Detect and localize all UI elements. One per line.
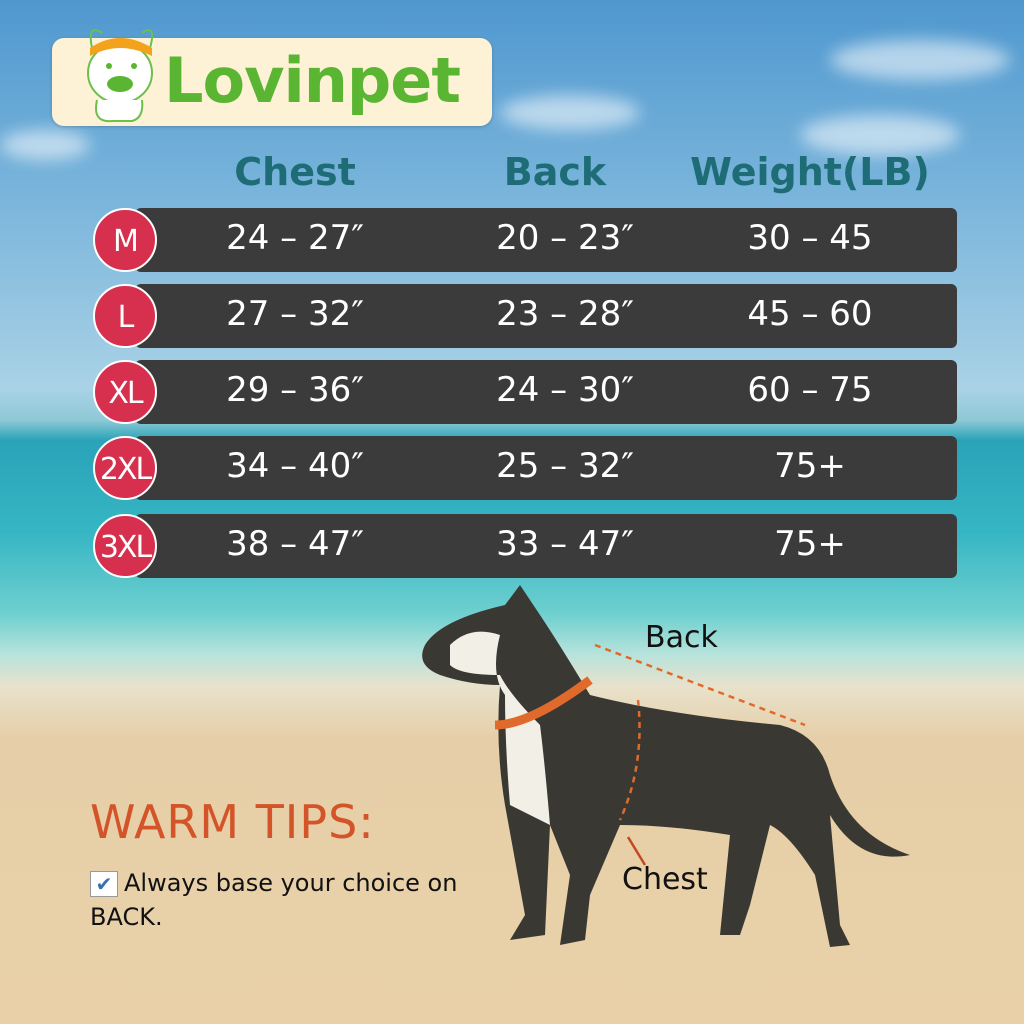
- chest-value: 27 – 32″: [226, 294, 364, 334]
- size-row: 24 – 27″ 20 – 23″ 30 – 45: [135, 208, 957, 272]
- back-value: 33 – 47″: [496, 524, 634, 564]
- brand-name: Lovinpet: [164, 44, 461, 117]
- back-value: 24 – 30″: [496, 370, 634, 410]
- tip-item: ✔ Always base your choice on BACK.: [90, 866, 490, 934]
- size-row: 38 – 47″ 33 – 47″ 75+: [135, 514, 957, 578]
- size-badge: XL: [93, 360, 157, 424]
- cloud: [830, 40, 1010, 80]
- cloud: [800, 115, 960, 155]
- chest-value: 29 – 36″: [226, 370, 364, 410]
- weight-value: 30 – 45: [747, 218, 873, 258]
- size-row: 29 – 36″ 24 – 30″ 60 – 75: [135, 360, 957, 424]
- chest-value: 24 – 27″: [226, 218, 364, 258]
- size-badge: 2XL: [93, 436, 157, 500]
- size-badge: M: [93, 208, 157, 272]
- header-weight: Weight(LB): [690, 150, 930, 194]
- size-badge: 3XL: [93, 514, 157, 578]
- back-value: 25 – 32″: [496, 446, 634, 486]
- chest-label: Chest: [622, 862, 708, 897]
- header-back: Back: [503, 150, 607, 194]
- cloud: [0, 130, 90, 160]
- weight-value: 45 – 60: [747, 294, 873, 334]
- size-badge: L: [93, 284, 157, 348]
- brand-logo: Lovinpet: [52, 29, 492, 126]
- weight-value: 60 – 75: [747, 370, 873, 410]
- back-label: Back: [645, 620, 718, 655]
- dog-measurement-diagram: [422, 585, 910, 947]
- checkmark-icon: ✔: [90, 871, 118, 897]
- cat-mascot-icon: [87, 29, 154, 123]
- size-row: 34 – 40″ 25 – 32″ 75+: [135, 436, 957, 500]
- back-value: 23 – 28″: [496, 294, 634, 334]
- cloud: [500, 95, 640, 130]
- weight-value: 75+: [774, 524, 846, 564]
- warm-tips-title: WARM TIPS:: [90, 795, 375, 849]
- size-row: 27 – 32″ 23 – 28″ 45 – 60: [135, 284, 957, 348]
- weight-value: 75+: [774, 446, 846, 486]
- header-chest: Chest: [234, 150, 356, 194]
- tip-text: Always base your choice on BACK.: [90, 869, 458, 931]
- back-value: 20 – 23″: [496, 218, 634, 258]
- chest-value: 34 – 40″: [226, 446, 364, 486]
- chest-value: 38 – 47″: [226, 524, 364, 564]
